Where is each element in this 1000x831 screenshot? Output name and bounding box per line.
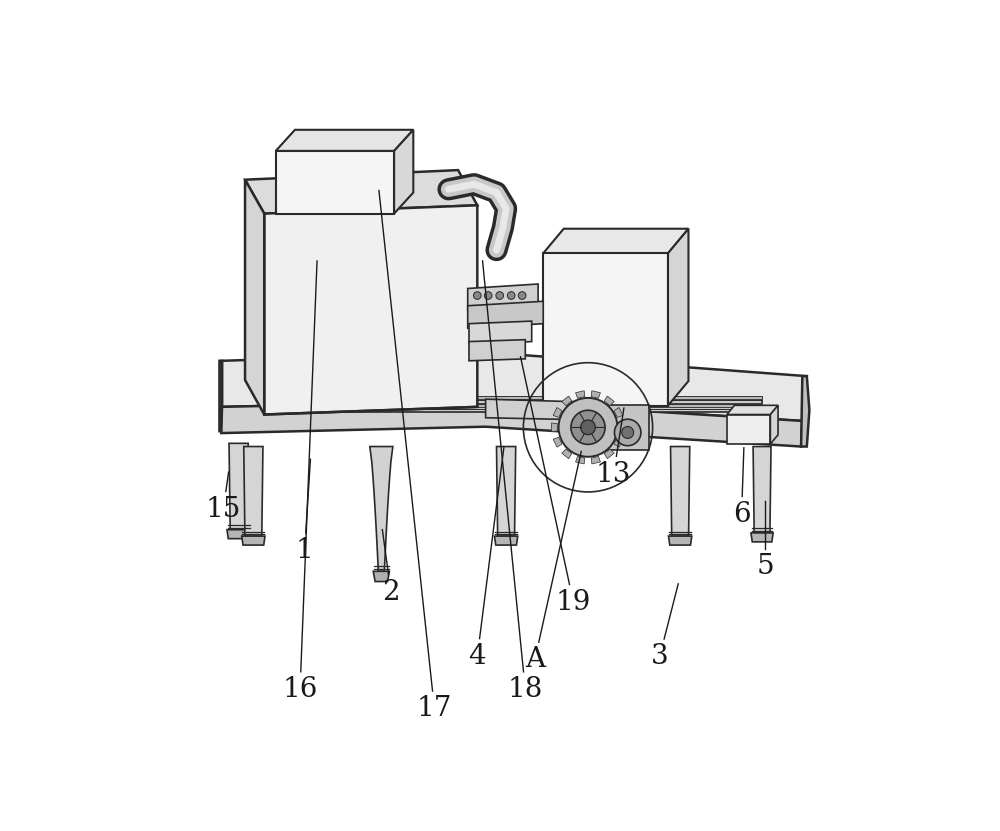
Polygon shape xyxy=(229,443,248,529)
Circle shape xyxy=(614,419,641,445)
Polygon shape xyxy=(619,423,625,432)
Polygon shape xyxy=(614,407,623,417)
Polygon shape xyxy=(394,130,413,214)
Polygon shape xyxy=(543,253,668,406)
Polygon shape xyxy=(276,130,413,151)
Polygon shape xyxy=(276,151,394,214)
Polygon shape xyxy=(562,396,572,406)
Polygon shape xyxy=(222,352,807,421)
Polygon shape xyxy=(370,446,393,571)
Polygon shape xyxy=(543,229,688,253)
Polygon shape xyxy=(562,449,572,459)
Polygon shape xyxy=(727,406,778,415)
Polygon shape xyxy=(668,229,688,406)
Text: 19: 19 xyxy=(556,588,591,616)
Polygon shape xyxy=(591,456,600,464)
Polygon shape xyxy=(614,437,623,447)
Circle shape xyxy=(518,292,526,299)
Circle shape xyxy=(622,426,634,439)
Polygon shape xyxy=(604,396,614,406)
Polygon shape xyxy=(591,391,600,398)
Polygon shape xyxy=(282,405,756,412)
Circle shape xyxy=(484,292,492,299)
Polygon shape xyxy=(282,397,762,405)
Circle shape xyxy=(496,292,504,299)
Text: 13: 13 xyxy=(596,460,631,488)
Polygon shape xyxy=(753,446,771,533)
Text: 6: 6 xyxy=(733,501,750,528)
Text: 16: 16 xyxy=(282,676,318,703)
Text: 15: 15 xyxy=(206,496,241,523)
Text: 18: 18 xyxy=(508,676,543,703)
Polygon shape xyxy=(469,321,532,344)
Polygon shape xyxy=(244,446,263,536)
Circle shape xyxy=(507,292,515,299)
Polygon shape xyxy=(469,340,525,361)
Polygon shape xyxy=(553,407,562,417)
Polygon shape xyxy=(468,302,543,328)
Polygon shape xyxy=(486,399,576,420)
Polygon shape xyxy=(604,449,614,459)
Circle shape xyxy=(571,411,605,445)
Polygon shape xyxy=(245,170,477,214)
Circle shape xyxy=(581,420,595,435)
Circle shape xyxy=(559,398,617,457)
Polygon shape xyxy=(576,456,585,464)
Polygon shape xyxy=(221,401,802,446)
Polygon shape xyxy=(801,376,809,446)
Polygon shape xyxy=(494,536,518,545)
Polygon shape xyxy=(671,446,690,536)
Polygon shape xyxy=(282,396,762,399)
Polygon shape xyxy=(553,437,562,447)
Polygon shape xyxy=(219,361,222,432)
Polygon shape xyxy=(468,284,538,310)
Polygon shape xyxy=(245,179,264,415)
Text: 2: 2 xyxy=(382,579,400,606)
Polygon shape xyxy=(727,415,770,444)
Polygon shape xyxy=(373,571,389,582)
Polygon shape xyxy=(576,391,585,398)
Polygon shape xyxy=(770,406,778,444)
Text: 5: 5 xyxy=(756,553,774,580)
Polygon shape xyxy=(227,529,250,538)
Circle shape xyxy=(473,292,481,299)
Polygon shape xyxy=(264,205,477,415)
Polygon shape xyxy=(497,446,516,536)
Polygon shape xyxy=(282,405,762,407)
Polygon shape xyxy=(669,536,692,545)
Text: A: A xyxy=(525,647,545,673)
Text: 3: 3 xyxy=(651,643,668,670)
Text: 4: 4 xyxy=(468,643,486,670)
Text: 1: 1 xyxy=(296,538,313,564)
Polygon shape xyxy=(589,405,649,450)
Polygon shape xyxy=(751,533,773,542)
Polygon shape xyxy=(242,536,265,545)
Polygon shape xyxy=(551,423,557,432)
Text: 17: 17 xyxy=(417,696,452,722)
